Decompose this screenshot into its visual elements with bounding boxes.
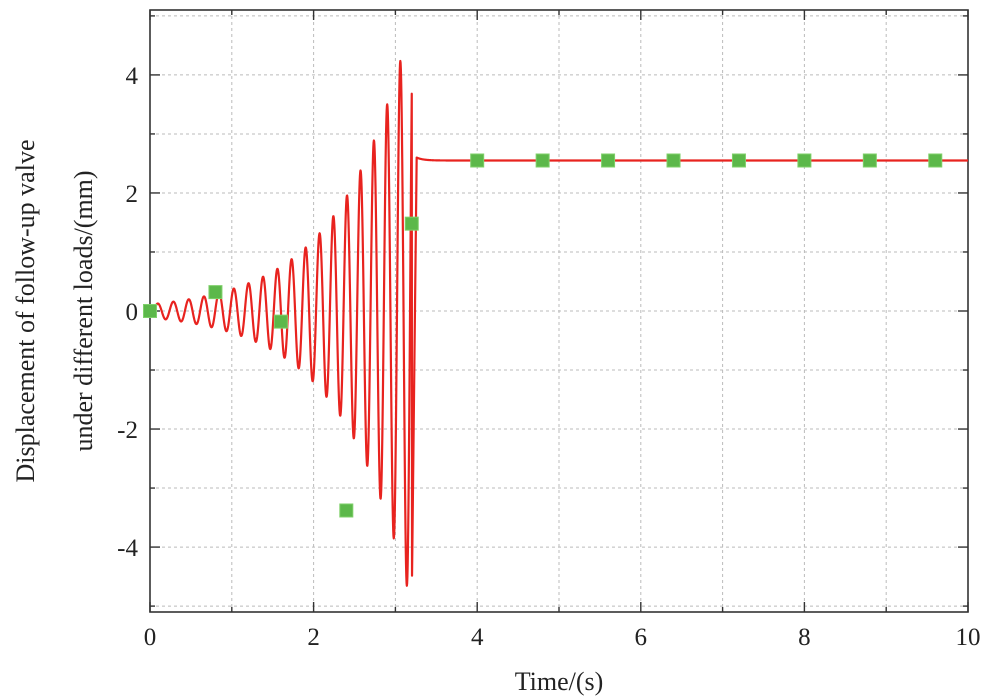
data-point-marker xyxy=(666,153,681,168)
y-tick-label: -2 xyxy=(117,417,138,444)
x-tick-label: 6 xyxy=(635,624,648,651)
data-point-marker xyxy=(601,153,616,168)
x-axis-title: Time/(s) xyxy=(515,667,604,696)
data-point-marker xyxy=(208,285,223,300)
x-tick-label: 10 xyxy=(956,624,981,651)
x-tick-labels: 0 2 4 6 8 10 xyxy=(144,624,981,651)
x-tick-label: 4 xyxy=(471,624,484,651)
x-tick-label: 2 xyxy=(307,624,320,651)
data-point-marker xyxy=(273,314,288,329)
data-point-marker xyxy=(797,153,812,168)
y-axis-title-line-2: under different loads/(mm) xyxy=(69,170,98,451)
data-point-marker xyxy=(404,216,419,231)
y-tick-label: 2 xyxy=(126,181,139,208)
y-tick-labels: -4 -2 0 2 4 xyxy=(117,63,138,562)
data-point-marker xyxy=(339,503,354,518)
y-tick-label: 4 xyxy=(126,63,139,90)
data-point-marker xyxy=(535,153,550,168)
data-point-marker xyxy=(143,304,157,318)
marker-series xyxy=(143,153,943,518)
data-point-marker xyxy=(731,153,746,168)
x-tick-label: 0 xyxy=(144,624,157,651)
grid-lines xyxy=(150,10,968,612)
data-point-marker xyxy=(862,153,877,168)
y-axis-title-line-1: Displacement of follow-up valve xyxy=(11,140,40,483)
data-point-marker xyxy=(928,153,943,168)
data-point-marker xyxy=(470,153,485,168)
y-tick-label: 0 xyxy=(126,299,139,326)
displacement-line xyxy=(149,59,969,587)
axis-ticks xyxy=(149,10,969,612)
y-tick-label: -4 xyxy=(117,535,138,562)
x-tick-label: 8 xyxy=(798,624,811,651)
